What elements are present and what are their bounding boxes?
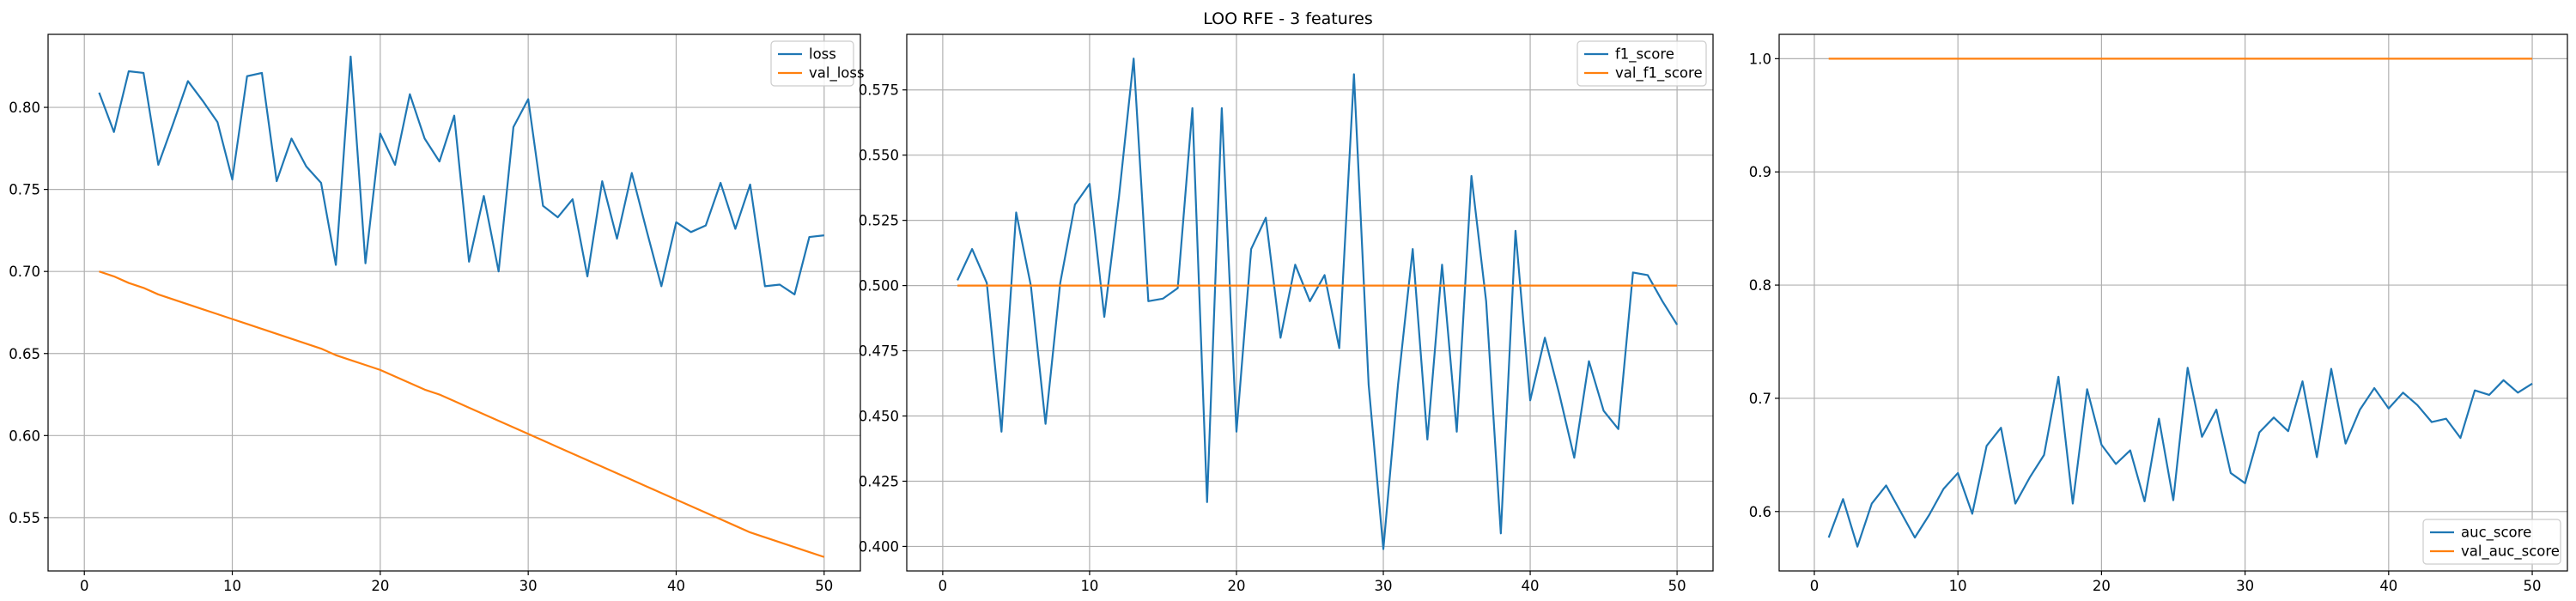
x-tick-label: 20 — [2093, 578, 2111, 594]
axes-frame — [1778, 33, 2568, 572]
series-line-loss — [98, 55, 824, 296]
legend-label: val_auc_score — [2461, 543, 2560, 561]
x-tick-label: 10 — [223, 578, 241, 594]
y-tick-label: 0.575 — [859, 82, 899, 99]
y-tick-label: 0.55 — [9, 510, 40, 526]
y-tick-label: 0.75 — [9, 182, 40, 198]
x-tick-label: 0 — [80, 578, 89, 594]
x-tick-label: 30 — [1375, 578, 1393, 594]
legend-box — [1577, 40, 1707, 87]
x-tick-label: 50 — [2524, 578, 2542, 594]
series-line-f1-score — [957, 58, 1679, 550]
y-tick-label: 0.425 — [859, 473, 899, 489]
x-tick-label: 30 — [2236, 578, 2254, 594]
legend-label: loss — [809, 46, 836, 63]
x-tick-label: 20 — [371, 578, 389, 594]
y-tick-label: 0.500 — [859, 278, 899, 294]
y-tick-label: 0.450 — [859, 409, 899, 425]
x-tick-label: 40 — [1522, 578, 1540, 594]
y-tick-label: 0.80 — [9, 100, 40, 116]
y-tick-label: 0.400 — [859, 538, 899, 555]
y-tick-label: 1.0 — [1749, 51, 1771, 67]
y-tick-label: 0.475 — [859, 343, 899, 360]
loss-subplot: 0 10 20 30 40 50 0.55 0.60 0.65 0.70 0.75 0.80 loss v… — [9, 33, 865, 594]
y-tick-label: 0.550 — [859, 148, 899, 164]
y-tick-label: 0.7 — [1749, 391, 1771, 407]
axes-frame — [906, 33, 1714, 572]
legend-label: val_f1_score — [1615, 65, 1703, 82]
x-tick-label: 40 — [2379, 578, 2397, 594]
y-tick-label: 0.525 — [859, 213, 899, 229]
x-tick-label: 10 — [1080, 578, 1098, 594]
f1-score-subplot: 0 10 20 30 40 50 0.400 0.425 0.450 0.475 0.500 0.52… — [859, 33, 1714, 594]
series-line-val-loss — [99, 270, 825, 558]
legend-box — [770, 40, 854, 87]
x-tick-label: 50 — [1668, 578, 1686, 594]
x-tick-label: 50 — [815, 578, 833, 594]
legend-box — [2422, 519, 2561, 565]
y-tick-label: 0.6 — [1749, 504, 1771, 520]
axes-frame — [47, 33, 861, 572]
x-tick-label: 10 — [1949, 578, 1967, 594]
x-tick-label: 40 — [667, 578, 685, 594]
x-tick-label: 0 — [939, 578, 948, 594]
auc-score-subplot: 0 10 20 30 40 50 0.6 0.7 0.8 0.9 1.0 auc_scoreval_a… — [1749, 33, 2568, 594]
y-tick-label: 0.8 — [1749, 277, 1771, 294]
legend-label: auc_score — [2461, 525, 2531, 542]
x-tick-label: 20 — [1227, 578, 1245, 594]
legend: loss val_loss — [770, 40, 865, 87]
y-tick-label: 0.70 — [9, 264, 40, 280]
legend-label: f1_score — [1615, 46, 1674, 64]
y-tick-label: 0.60 — [9, 428, 40, 444]
x-tick-label: 0 — [1810, 578, 1820, 594]
x-tick-label: 30 — [519, 578, 538, 594]
y-tick-label: 0.65 — [9, 346, 40, 362]
y-tick-label: 0.9 — [1749, 164, 1771, 180]
figure-title: LOO RFE - 3 features — [1203, 9, 1373, 28]
series-line-auc-score — [1827, 367, 2533, 548]
legend-label: val_loss — [809, 65, 865, 82]
